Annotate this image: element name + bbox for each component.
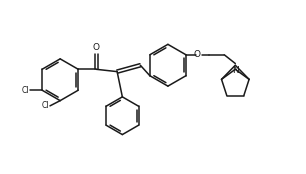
Text: O: O	[193, 50, 200, 59]
Text: Cl: Cl	[22, 86, 29, 95]
Text: N: N	[232, 66, 239, 75]
Text: O: O	[93, 44, 100, 53]
Text: Cl: Cl	[42, 101, 50, 110]
